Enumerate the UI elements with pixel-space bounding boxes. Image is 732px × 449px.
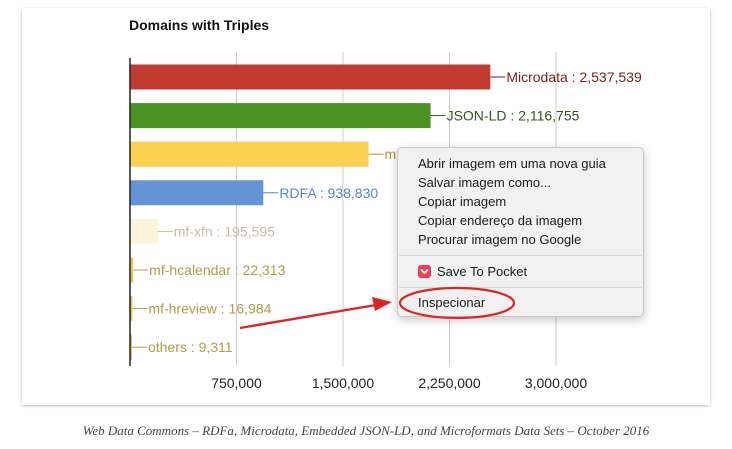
chart-title: Domains with Triples: [129, 17, 270, 33]
bar: [130, 218, 158, 244]
data-label: Microdata : 2,537,539: [506, 69, 642, 85]
data-label: mf-xfn : 195,595: [174, 223, 275, 239]
menu-item-save-image-as[interactable]: Salvar imagem como...: [418, 175, 551, 190]
bar: [130, 103, 431, 129]
x-tick-label: 750,000: [211, 375, 262, 391]
x-tick-label: 3,000,000: [525, 375, 587, 391]
pocket-label: Save To Pocket: [437, 264, 528, 279]
x-tick-label: 1,500,000: [312, 375, 374, 391]
menu-item-copy-image[interactable]: Copiar imagem: [418, 194, 507, 209]
menu-item-copy-image-address[interactable]: Copiar endereço da imagem: [418, 213, 583, 228]
context-menu[interactable]: Abrir imagem em uma nova guia Salvar ima…: [397, 147, 644, 317]
menu-item-search-image-google[interactable]: Procurar imagem no Google: [418, 232, 582, 247]
menu-item-open-image-new-tab[interactable]: Abrir imagem em uma nova guia: [418, 156, 606, 171]
bar: [130, 334, 132, 360]
x-tick-label: 2,250,000: [418, 375, 480, 391]
data-label: mf-hreview : 16,984: [148, 301, 271, 317]
bar: [130, 257, 134, 283]
data-label: mf-hcalendar : 22,313: [149, 262, 285, 278]
pocket-icon: [418, 265, 431, 278]
menu-separator: [399, 255, 642, 256]
bar: [130, 64, 491, 90]
data-label: RDFA : 938,830: [279, 185, 378, 201]
menu-item-inspect[interactable]: Inspecionar: [418, 295, 486, 310]
data-label: JSON-LD : 2,116,755: [447, 108, 580, 124]
data-label: others : 9,311: [148, 339, 233, 355]
bar: [130, 141, 369, 167]
menu-separator: [399, 287, 642, 288]
bar: [130, 296, 133, 322]
bar: [130, 180, 264, 206]
menu-item-save-to-pocket[interactable]: Save To Pocket: [418, 262, 618, 281]
figure-caption: Web Data Commons – RDFa, Microdata, Embe…: [82, 423, 650, 438]
